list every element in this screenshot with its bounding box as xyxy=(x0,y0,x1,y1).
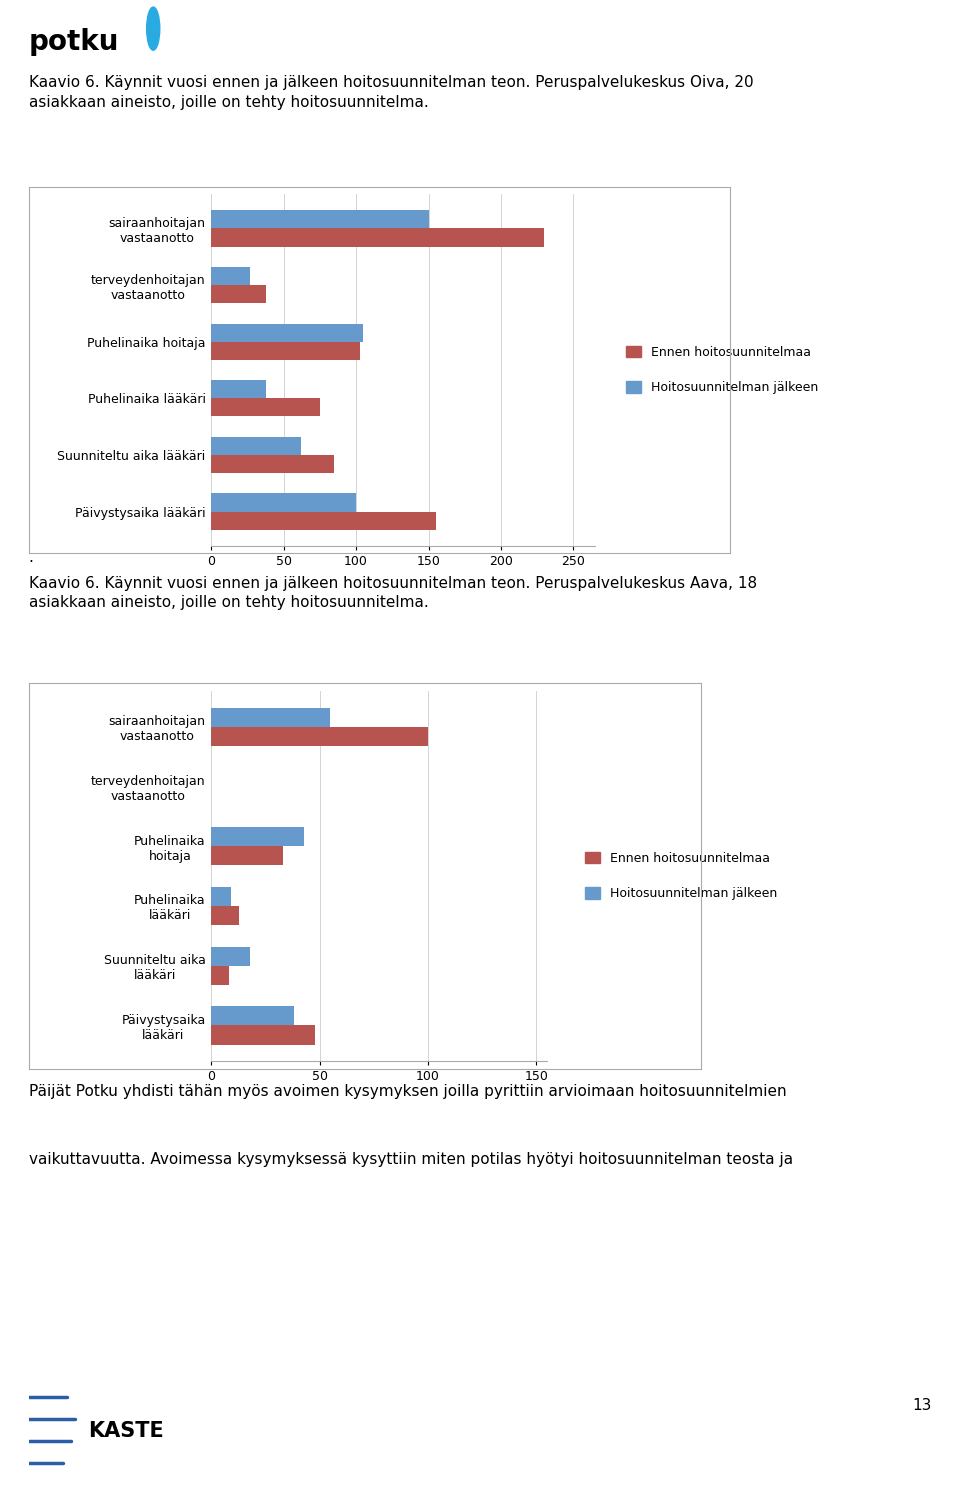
Bar xyxy=(211,211,428,229)
Bar xyxy=(211,966,228,985)
Text: KASTE: KASTE xyxy=(88,1422,164,1441)
Bar xyxy=(211,398,320,417)
Text: 13: 13 xyxy=(912,1398,931,1413)
Bar xyxy=(211,906,239,925)
Bar xyxy=(211,846,283,866)
Bar xyxy=(211,342,360,360)
Bar xyxy=(211,493,356,511)
Bar xyxy=(211,727,428,746)
Bar xyxy=(211,268,251,286)
Bar xyxy=(211,323,363,342)
Bar xyxy=(211,380,266,398)
Bar xyxy=(211,1006,294,1026)
Bar xyxy=(211,437,301,454)
Legend: Ennen hoitosuunnitelmaa, Hoitosuunnitelman jälkeen: Ennen hoitosuunnitelmaa, Hoitosuunnitelm… xyxy=(581,846,782,906)
Bar xyxy=(211,707,330,727)
Bar xyxy=(211,1026,315,1045)
Text: .: . xyxy=(29,550,34,565)
Bar xyxy=(211,887,230,906)
Bar xyxy=(211,229,544,247)
Bar xyxy=(211,511,436,529)
Text: Päijät Potku yhdisti tähän myös avoimen kysymyksen joilla pyrittiin arvioimaan h: Päijät Potku yhdisti tähän myös avoimen … xyxy=(29,1084,786,1099)
Bar xyxy=(211,286,266,303)
Text: potku: potku xyxy=(29,28,119,55)
Text: Kaavio 6. Käynnit vuosi ennen ja jälkeen hoitosuunnitelman teon. Peruspalvelukes: Kaavio 6. Käynnit vuosi ennen ja jälkeen… xyxy=(29,576,756,610)
Bar xyxy=(211,454,334,472)
Text: vaikuttavuutta. Avoimessa kysymyksessä kysyttiin miten potilas hyötyi hoitosuunn: vaikuttavuutta. Avoimessa kysymyksessä k… xyxy=(29,1151,793,1166)
Bar xyxy=(211,827,304,846)
Legend: Ennen hoitosuunnitelmaa, Hoitosuunnitelman jälkeen: Ennen hoitosuunnitelmaa, Hoitosuunnitelm… xyxy=(621,341,823,399)
Circle shape xyxy=(147,7,159,51)
Text: Kaavio 6. Käynnit vuosi ennen ja jälkeen hoitosuunnitelman teon. Peruspalvelukes: Kaavio 6. Käynnit vuosi ennen ja jälkeen… xyxy=(29,75,754,109)
Bar xyxy=(211,946,251,966)
